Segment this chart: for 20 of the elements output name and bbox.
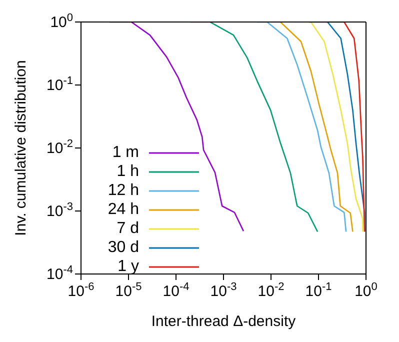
legend-label: 30 d [106, 238, 139, 256]
x-tick-label: 10$^{-1}$ [305, 281, 332, 300]
legend-label: 1 h [116, 162, 139, 180]
x-tick-label: 10$^{-3}$ [210, 281, 237, 300]
legend-label: 12 h [106, 182, 139, 200]
legend-label: 1 m [111, 144, 139, 162]
x-tick-label: 10$^{0}$ [354, 281, 378, 300]
y-tick-label: 10$^{0}$ [50, 12, 73, 31]
x-tick-label: 10$^{-2}$ [258, 281, 284, 300]
y-tick-label: 10$^{-4}$ [46, 264, 73, 283]
y-tick-label: 10$^{-2}$ [46, 138, 73, 157]
legend-label: 7 d [116, 220, 139, 238]
legend-label: 24 h [106, 200, 139, 218]
y-axis-title: Inv. cumulative distribution [12, 60, 30, 236]
y-tick-label: 10$^{-1}$ [46, 75, 73, 94]
x-axis-title: Inter-thread Δ-density [151, 313, 296, 330]
x-tick-label: 10$^{-4}$ [162, 281, 190, 300]
x-tick-label: 10$^{-6}$ [68, 281, 94, 300]
y-tick-label: 10$^{-3}$ [46, 201, 73, 220]
x-tick-label: 10$^{-5}$ [115, 281, 142, 300]
